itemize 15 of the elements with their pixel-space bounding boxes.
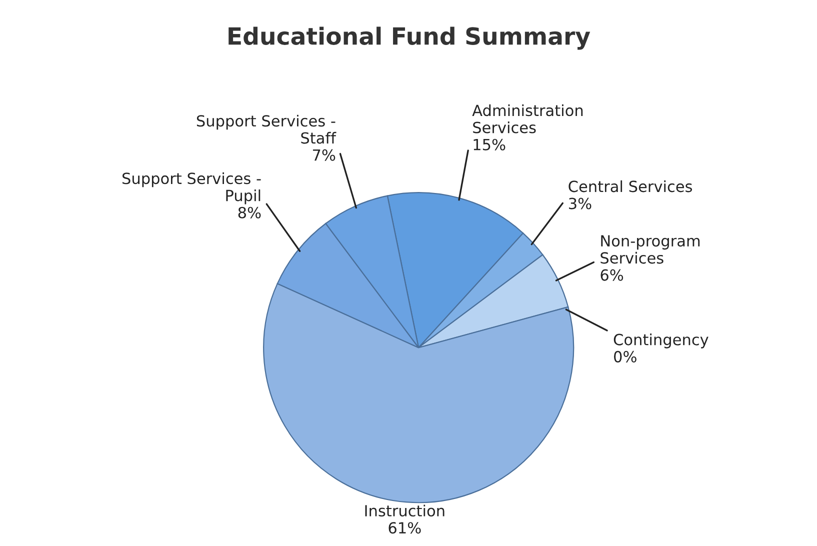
data-label: 7%: [312, 149, 336, 161]
category-label: Contingency: [614, 334, 708, 348]
data-label: 6%: [600, 269, 624, 281]
slice-label: Support Services - Pupil: [122, 172, 261, 204]
slice-label: Non-program Services: [600, 235, 700, 264]
slice-label: Administration Services: [472, 104, 583, 134]
slice-label: Support Services - Staff: [196, 114, 336, 144]
slice-label: Central Services: [568, 180, 692, 192]
text: 0%: [614, 350, 636, 362]
data-label: 3%: [569, 198, 592, 210]
data-label: 61%: [388, 522, 421, 534]
slice-label: Instruction: [365, 504, 444, 517]
chart-title: Educational Fund Summary: [228, 26, 590, 50]
data-label: 8%: [238, 206, 261, 218]
data-label: 15%: [474, 138, 506, 150]
